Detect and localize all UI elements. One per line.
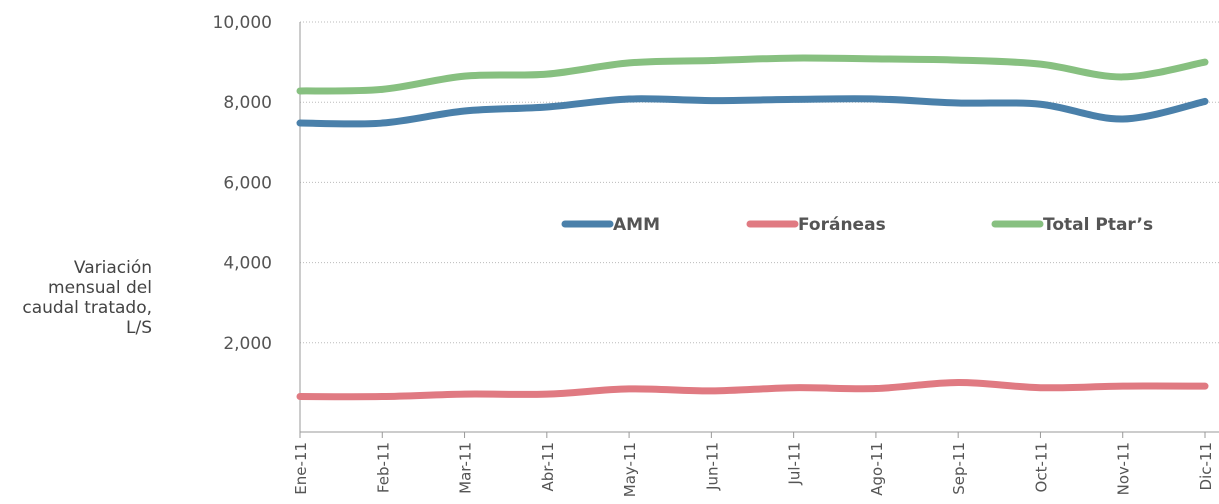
y-tick-label: 2,000	[223, 334, 272, 354]
x-tick-label: May-11	[621, 442, 639, 497]
y-tick-label: 6,000	[223, 173, 272, 193]
x-tick-label: Abr-11	[539, 442, 557, 492]
x-tick-label: Ene-11	[292, 442, 310, 495]
y-axis-label: Variación mensual del caudal tratado, L/…	[22, 258, 152, 338]
y-tick-label: 10,000	[213, 13, 272, 33]
x-tick-label: Jul-11	[786, 442, 804, 486]
legend-label: Total Ptar’s	[1043, 215, 1153, 235]
x-tick-label: Nov-11	[1115, 442, 1133, 495]
x-tick-label: Sep-11	[950, 442, 968, 495]
x-tick-label: Oct-11	[1032, 442, 1050, 492]
series-line	[296, 54, 1209, 95]
y-tick-label: 4,000	[223, 254, 272, 274]
legend-label: Foráneas	[798, 215, 886, 235]
x-tick-label: Mar-11	[457, 442, 475, 494]
x-tick-label: Jun-11	[703, 442, 721, 491]
y-tick-label: 8,000	[223, 93, 272, 113]
series-line	[296, 378, 1209, 401]
series-line	[296, 95, 1209, 128]
x-tick-label: Ago-11	[868, 442, 886, 496]
x-tick-label: Feb-11	[374, 442, 392, 493]
x-tick-label: Dic-11	[1197, 442, 1215, 490]
legend-label: AMM	[613, 215, 660, 235]
